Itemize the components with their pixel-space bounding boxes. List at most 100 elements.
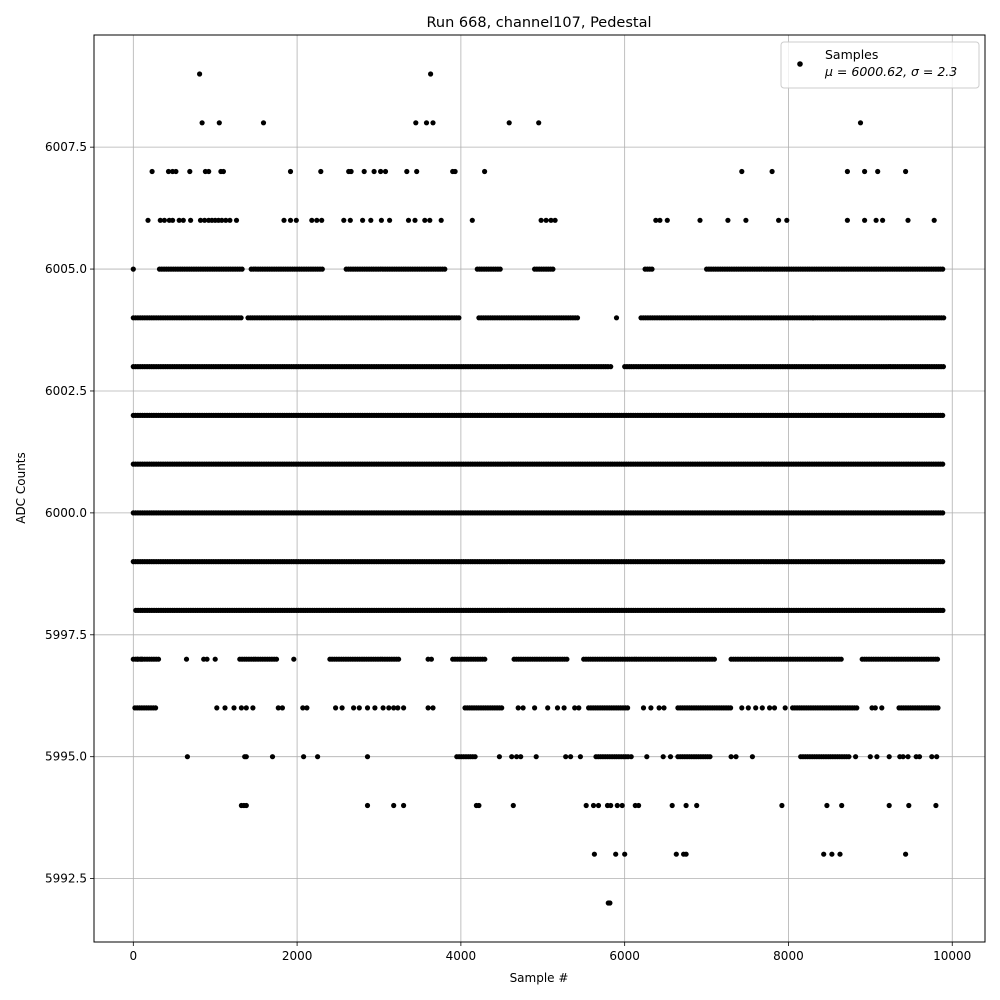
data-point (180, 217, 186, 223)
data-point (412, 217, 418, 223)
data-point (348, 168, 354, 175)
data-point (940, 412, 946, 418)
data-point (206, 168, 212, 175)
data-point (130, 266, 136, 272)
data-point (857, 120, 864, 126)
data-point (934, 656, 941, 662)
data-point (204, 656, 210, 662)
data-point (351, 705, 357, 711)
data-point (711, 656, 718, 662)
data-point (532, 705, 538, 711)
data-point (905, 217, 911, 223)
data-point (149, 168, 155, 175)
data-point (649, 266, 655, 272)
data-point (161, 217, 167, 223)
y-tick-label: 5992.5 (45, 872, 87, 886)
x-tick-label: 4000 (446, 949, 477, 963)
data-point (821, 851, 827, 857)
data-point (279, 705, 285, 711)
data-point (364, 705, 371, 711)
data-point (591, 851, 598, 857)
data-point (183, 656, 190, 662)
data-point (222, 705, 228, 711)
x-tick-label: 6000 (609, 949, 640, 963)
data-point (356, 705, 362, 711)
data-point (309, 217, 315, 223)
data-point (862, 217, 868, 223)
data-point (697, 217, 703, 223)
data-point (212, 656, 218, 662)
data-point (940, 461, 946, 467)
data-point (510, 802, 516, 809)
data-point (287, 217, 294, 223)
data-point (628, 754, 634, 760)
data-point (640, 705, 647, 711)
data-point (199, 120, 205, 126)
data-point (319, 217, 325, 223)
data-point (243, 705, 249, 711)
data-point (223, 217, 229, 223)
data-point (304, 705, 310, 711)
data-point (219, 217, 225, 223)
data-point (661, 705, 667, 711)
data-point (767, 705, 773, 711)
data-point (401, 705, 407, 711)
data-point (269, 754, 276, 760)
data-point (931, 217, 937, 223)
data-point (929, 754, 935, 760)
data-point (425, 705, 431, 711)
data-point (608, 802, 614, 809)
data-point (728, 705, 734, 711)
data-point (347, 217, 353, 223)
data-point (476, 802, 482, 809)
y-tick-label: 6000.0 (45, 506, 87, 520)
data-point (520, 705, 526, 711)
data-point (260, 120, 267, 126)
plot-frame (93, 34, 986, 943)
data-point (145, 217, 151, 223)
data-point (886, 754, 892, 760)
data-point (824, 802, 830, 809)
data-point (339, 705, 345, 711)
data-point (497, 266, 503, 272)
y-tick-label: 6007.5 (45, 140, 87, 154)
data-point (243, 802, 249, 809)
data-point (378, 168, 384, 175)
data-point (176, 217, 182, 223)
data-point (380, 705, 386, 711)
data-point (273, 656, 280, 662)
data-point (564, 656, 570, 662)
data-point (202, 217, 208, 223)
data-point (745, 705, 751, 711)
x-tick-label: 2000 (282, 949, 313, 963)
data-point (472, 754, 478, 760)
data-point (173, 168, 179, 175)
data-point (935, 705, 941, 711)
x-tick-label: 0 (129, 949, 137, 963)
data-point (872, 705, 878, 711)
data-point (387, 217, 393, 223)
data-point (506, 120, 512, 126)
data-point (683, 851, 689, 857)
data-point (341, 217, 347, 223)
data-point (372, 705, 378, 711)
data-point (873, 217, 879, 223)
data-point (233, 217, 240, 223)
data-point (733, 754, 739, 760)
data-point (452, 168, 458, 175)
data-point (905, 754, 911, 760)
data-point (867, 754, 873, 760)
data-point (613, 315, 620, 321)
data-point (657, 217, 663, 223)
data-point (694, 802, 700, 809)
data-point (239, 266, 245, 272)
data-point (550, 266, 556, 272)
data-point (134, 656, 140, 662)
data-point (469, 217, 475, 223)
x-axis-ticks: 0 2000 4000 6000 8000 10000 (129, 942, 971, 963)
x-axis-label: Sample # (510, 971, 569, 985)
data-point (138, 656, 145, 662)
data-points (130, 71, 947, 906)
